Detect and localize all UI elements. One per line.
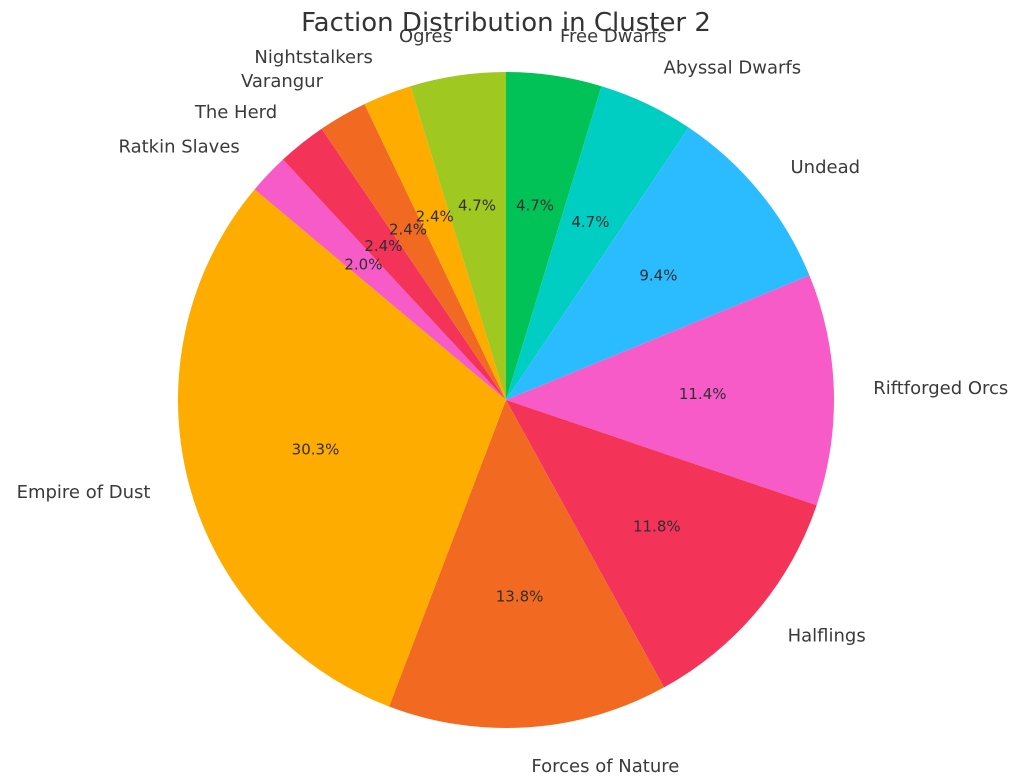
percentage-labels-group: 4.7%4.7%9.4%11.4%11.8%13.8%30.3%2.0%2.4%… bbox=[292, 196, 727, 605]
pct-label-free-dwarfs: 4.7% bbox=[516, 196, 554, 214]
slice-label-riftforged-orcs: Riftforged Orcs bbox=[873, 378, 1008, 399]
pct-label-ratkin-slaves: 2.0% bbox=[344, 255, 382, 273]
slice-label-the-herd: The Herd bbox=[194, 102, 277, 123]
pie-slice-ratkin-slaves bbox=[254, 159, 506, 400]
pct-label-forces-of-nature: 13.8% bbox=[496, 587, 544, 605]
pct-label-undead: 9.4% bbox=[639, 267, 677, 285]
pie-slice-riftforged-orcs bbox=[506, 275, 835, 506]
pct-label-nightstalkers: 2.4% bbox=[416, 208, 454, 226]
pie-slice-forces-of-nature bbox=[389, 400, 665, 729]
slice-label-varangur: Varangur bbox=[241, 71, 324, 92]
pct-label-halflings: 11.8% bbox=[633, 517, 681, 535]
pie-slice-the-herd bbox=[282, 128, 506, 400]
pct-label-empire-of-dust: 30.3% bbox=[292, 441, 340, 459]
pie-slice-varangur bbox=[321, 104, 506, 400]
slice-label-ogres: Ogres bbox=[399, 26, 452, 47]
slice-label-ratkin-slaves: Ratkin Slaves bbox=[118, 136, 239, 157]
pie-slice-abyssal-dwarfs bbox=[506, 86, 689, 400]
slice-label-nightstalkers: Nightstalkers bbox=[254, 47, 372, 68]
pct-label-riftforged-orcs: 11.4% bbox=[679, 385, 727, 403]
pct-label-the-herd: 2.4% bbox=[364, 237, 402, 255]
pct-label-abyssal-dwarfs: 4.7% bbox=[571, 213, 609, 231]
pie-slice-halflings bbox=[506, 400, 817, 688]
slice-label-undead: Undead bbox=[791, 157, 861, 178]
pie-slice-ogres bbox=[410, 72, 506, 400]
pie-slice-free-dwarfs bbox=[506, 72, 602, 400]
slice-label-forces-of-nature: Forces of Nature bbox=[531, 756, 679, 777]
slice-label-halflings: Halflings bbox=[788, 625, 866, 646]
chart-title: Faction Distribution in Cluster 2 bbox=[301, 8, 711, 38]
pie-slice-undead bbox=[506, 127, 810, 400]
pie-slice-empire-of-dust bbox=[177, 189, 507, 707]
pct-label-varangur: 2.4% bbox=[389, 220, 427, 238]
slices-group bbox=[177, 72, 835, 729]
slice-label-free-dwarfs: Free Dwarfs bbox=[560, 26, 667, 47]
pct-label-ogres: 4.7% bbox=[458, 196, 496, 214]
slice-label-empire-of-dust: Empire of Dust bbox=[17, 482, 151, 503]
slice-labels-group: Free Dwarfs Abyssal Dwarfs Undead Riftforge… bbox=[17, 26, 1009, 777]
pie-slice-nightstalkers bbox=[364, 86, 506, 400]
slice-label-abyssal-dwarfs: Abyssal Dwarfs bbox=[664, 58, 802, 79]
